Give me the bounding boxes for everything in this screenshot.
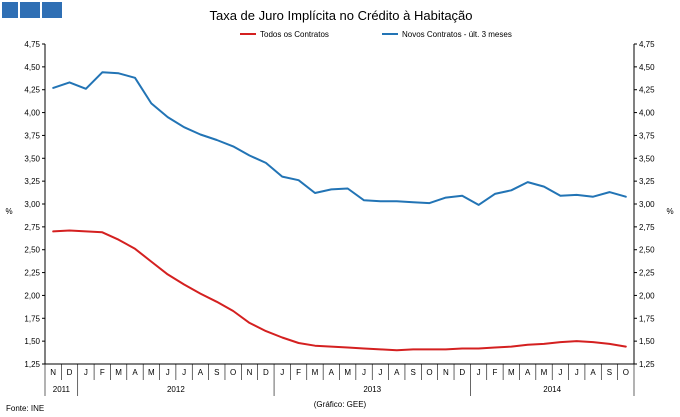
- month-label: M: [312, 368, 319, 377]
- y-tick-label-right: 2,75: [639, 223, 655, 232]
- month-label: N: [247, 368, 253, 377]
- month-label: F: [492, 368, 497, 377]
- month-label: M: [115, 368, 122, 377]
- chart-credit: (Gráfico: GEE): [314, 400, 367, 409]
- month-label: S: [410, 368, 415, 377]
- month-label: A: [525, 368, 531, 377]
- month-label: A: [132, 368, 138, 377]
- month-label: F: [100, 368, 105, 377]
- y-tick-label-left: 4,50: [24, 63, 40, 72]
- month-label: D: [459, 368, 465, 377]
- logo-square-2: [20, 2, 40, 18]
- y-tick-label-left: 3,50: [24, 154, 40, 163]
- legend-label-todos: Todos os Contratos: [260, 30, 329, 39]
- month-label: S: [214, 368, 219, 377]
- logo-square-1: [2, 2, 18, 18]
- month-label: J: [362, 368, 366, 377]
- month-label: J: [166, 368, 170, 377]
- y-tick-label-right: 3,50: [639, 154, 655, 163]
- x-axis-years: 2011 2012 2013 2014: [44, 380, 635, 396]
- series-line-todos-contratos: [52, 229, 627, 352]
- month-label: M: [344, 368, 351, 377]
- month-label: N: [443, 368, 449, 377]
- y-tick-label-left: 1,75: [24, 314, 40, 323]
- y-tick-label-left: 2,50: [24, 246, 40, 255]
- y-tick-label-left: 1,25: [24, 360, 40, 369]
- y-tick-label-left: 2,75: [24, 223, 40, 232]
- month-label: J: [378, 368, 382, 377]
- y-ticks-left: 4,75 4,50 4,25 4,00 3,75 3,50 3,25 3,00 2,75 2,50…: [24, 40, 45, 369]
- month-label: S: [607, 368, 612, 377]
- y-tick-label-right: 3,25: [639, 177, 655, 186]
- y-tick-label-left: 2,25: [24, 269, 40, 278]
- month-label: J: [84, 368, 88, 377]
- source-note: Fonte: INE: [6, 404, 44, 413]
- legend: Todos os Contratos Novos Contratos - últ…: [240, 30, 512, 39]
- logo: [2, 2, 62, 18]
- y-tick-label-left: 4,75: [24, 40, 40, 49]
- y-tick-label-right: 4,75: [639, 40, 655, 49]
- series-line-novos-contratos: [52, 71, 627, 206]
- y-tick-label-left: 2,00: [24, 291, 40, 300]
- month-label: A: [198, 368, 204, 377]
- month-label: F: [296, 368, 301, 377]
- y-tick-label-left: 1,50: [24, 337, 40, 346]
- y-tick-label-left: 3,25: [24, 177, 40, 186]
- month-label: O: [623, 368, 629, 377]
- year-label: 2012: [167, 385, 185, 394]
- month-label: J: [575, 368, 579, 377]
- month-label: D: [263, 368, 269, 377]
- y-ticks-right: 4,75 4,50 4,25 4,00 3,75 3,50 3,25 3,00 2,75 2,50…: [634, 40, 655, 369]
- y-axis-unit-left: %: [5, 207, 12, 216]
- month-label: J: [477, 368, 481, 377]
- month-label: J: [182, 368, 186, 377]
- month-label: A: [590, 368, 596, 377]
- month-label: J: [280, 368, 284, 377]
- month-label: J: [558, 368, 562, 377]
- month-label: M: [541, 368, 548, 377]
- logo-square-3: [42, 2, 62, 18]
- series-lines: [52, 71, 627, 352]
- y-tick-label-left: 4,25: [24, 86, 40, 95]
- y-tick-label-right: 3,75: [639, 131, 655, 140]
- month-label: N: [50, 368, 56, 377]
- month-label: D: [67, 368, 73, 377]
- y-tick-label-right: 1,50: [639, 337, 655, 346]
- month-label: O: [426, 368, 432, 377]
- y-tick-label-right: 1,75: [639, 314, 655, 323]
- y-tick-label-right: 2,50: [639, 246, 655, 255]
- month-label: A: [394, 368, 400, 377]
- y-tick-label-right: 4,50: [639, 63, 655, 72]
- y-tick-label-right: 2,25: [639, 269, 655, 278]
- y-tick-label-right: 4,00: [639, 109, 655, 118]
- chart-title: Taxa de Juro Implícita no Crédito à Habi…: [209, 8, 472, 23]
- year-label: 2011: [53, 385, 71, 394]
- year-label: 2014: [543, 385, 561, 394]
- y-tick-label-right: 1,25: [639, 360, 655, 369]
- y-tick-label-right: 3,00: [639, 200, 655, 209]
- month-label: M: [508, 368, 515, 377]
- y-axis-unit-right: %: [666, 207, 673, 216]
- month-label: A: [329, 368, 335, 377]
- y-tick-label-right: 2,00: [639, 291, 655, 300]
- year-label: 2013: [363, 385, 381, 394]
- legend-label-novos: Novos Contratos - últ. 3 meses: [402, 30, 512, 39]
- y-tick-label-left: 4,00: [24, 109, 40, 118]
- month-label: M: [148, 368, 155, 377]
- month-label: O: [230, 368, 236, 377]
- y-tick-label-left: 3,75: [24, 131, 40, 140]
- y-tick-label-left: 3,00: [24, 200, 40, 209]
- y-tick-label-right: 4,25: [639, 86, 655, 95]
